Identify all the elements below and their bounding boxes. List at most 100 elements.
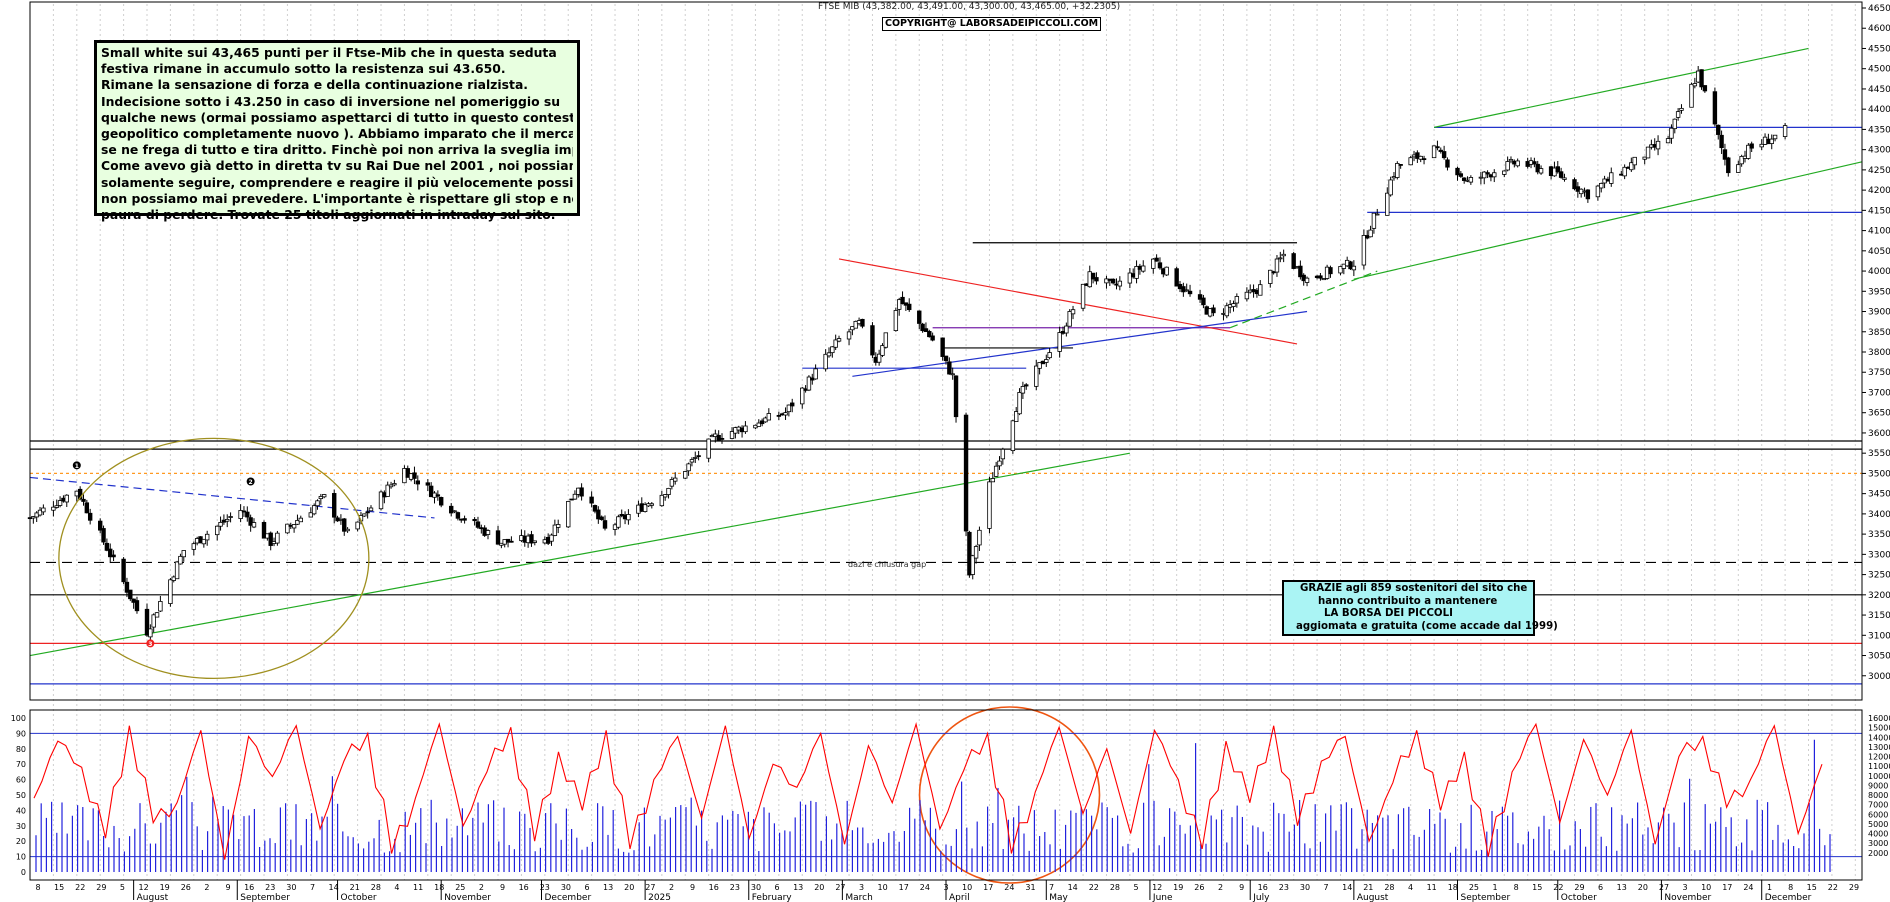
candle-body: [1371, 212, 1377, 229]
osc-tick-label: 60: [16, 776, 26, 785]
candle: [1274, 255, 1280, 277]
candle-body: [1515, 160, 1520, 167]
candle: [1675, 108, 1681, 121]
candle: [1034, 359, 1039, 391]
candle: [977, 526, 982, 552]
y-tick-label: 36000: [1868, 429, 1890, 439]
y-tick-label: 44000: [1868, 105, 1890, 115]
candle-body: [1231, 303, 1236, 307]
candle-body: [759, 420, 765, 425]
candle-body: [833, 339, 838, 348]
candle: [1702, 85, 1708, 93]
candle: [1515, 158, 1520, 168]
candle: [311, 503, 317, 516]
candle: [1020, 381, 1026, 399]
month-label: August: [137, 893, 169, 902]
candle-body: [1057, 332, 1062, 352]
candle-body: [689, 459, 695, 463]
trendline: [1353, 161, 1863, 280]
candle: [907, 298, 912, 312]
candle-body: [716, 434, 721, 441]
day-tick-label: 2: [669, 883, 674, 892]
candle-body: [245, 511, 250, 518]
osc-tick-label: 30: [16, 822, 26, 831]
month-label: June: [1152, 893, 1173, 902]
candle-body: [1328, 267, 1333, 275]
note-line: se ne frega di tutto e tira dritto. Finc…: [101, 142, 573, 158]
candle: [285, 523, 290, 534]
candle: [1134, 260, 1139, 284]
candle: [87, 508, 93, 525]
highlight-ellipse: [58, 437, 370, 680]
osc-tick-label: 90: [16, 729, 26, 738]
candle-body: [1759, 143, 1764, 148]
candle: [248, 514, 253, 532]
candle: [997, 456, 1002, 470]
candle: [1385, 187, 1390, 216]
day-tick-label: 28: [1384, 883, 1394, 892]
day-tick-label: 23: [1279, 883, 1289, 892]
candle-body: [800, 387, 805, 405]
candle: [683, 471, 688, 479]
candle-body: [1699, 69, 1704, 88]
month-label: May: [1049, 893, 1068, 902]
candle-body: [1047, 352, 1052, 359]
candle: [596, 506, 601, 524]
candle: [1187, 284, 1193, 297]
candle: [1716, 124, 1721, 140]
candle-body: [1104, 278, 1109, 284]
candle-body: [449, 505, 454, 514]
day-tick-label: 16: [709, 883, 719, 892]
candle: [1278, 251, 1283, 263]
candle-body: [1291, 253, 1296, 269]
y-tick-label: 39500: [1868, 287, 1890, 297]
candle: [602, 515, 608, 531]
candle: [950, 367, 955, 380]
candle-body: [813, 368, 818, 380]
candle: [37, 506, 43, 517]
candle-body: [191, 543, 197, 550]
thanks-line: GRAZIE agli 859 sostenitori del sito che: [1300, 583, 1528, 594]
candle-body: [321, 494, 327, 498]
candle: [1572, 177, 1577, 191]
candle: [181, 550, 186, 562]
candle: [1558, 167, 1564, 179]
candle: [719, 433, 725, 444]
month-label: October: [341, 893, 377, 902]
osc-tick-label: 0: [21, 868, 26, 877]
candle-body: [1014, 411, 1019, 422]
candle: [776, 411, 782, 421]
candle: [833, 334, 838, 351]
candle-body: [1595, 185, 1601, 198]
candle-body: [295, 520, 300, 525]
candle: [318, 493, 324, 505]
candle: [970, 554, 975, 580]
candle-body: [81, 498, 86, 502]
candle-body: [84, 502, 90, 514]
candle-body: [923, 328, 929, 333]
candle-body: [101, 528, 106, 543]
candle: [790, 398, 795, 413]
month-label: August: [1357, 893, 1389, 902]
candle-body: [181, 550, 186, 558]
candle: [111, 550, 116, 561]
candle-body: [907, 303, 912, 311]
candle-body: [1441, 151, 1447, 159]
candle: [1645, 146, 1651, 159]
day-tick-label: 25: [455, 883, 465, 892]
candle-body: [1739, 156, 1744, 165]
candle: [1151, 258, 1156, 274]
candle: [1047, 347, 1052, 360]
candle-body: [572, 493, 578, 500]
candle: [362, 513, 367, 517]
note-line: Come avevo già detto in diretta tv su Ra…: [101, 158, 573, 174]
candle: [84, 499, 90, 514]
candle: [1492, 169, 1497, 183]
candle: [1585, 189, 1591, 203]
candle-body: [930, 335, 935, 341]
day-tick-label: 1: [1767, 883, 1772, 892]
candle-body: [830, 346, 835, 354]
candle-body: [1017, 392, 1022, 415]
month-label: April: [949, 893, 970, 902]
day-tick-label: 22: [1089, 883, 1099, 892]
